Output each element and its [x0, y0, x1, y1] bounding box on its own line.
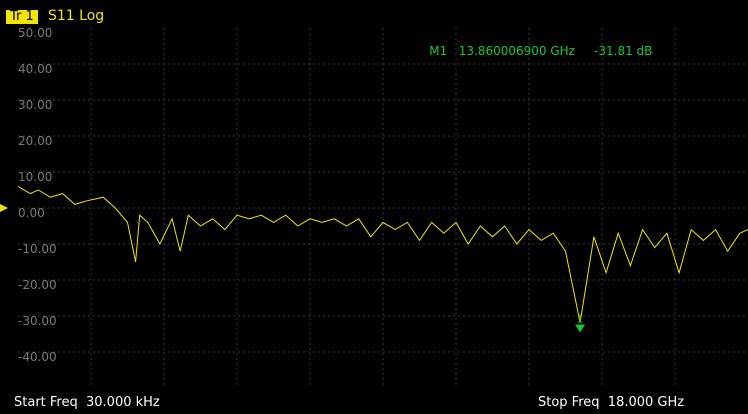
marker-value: -31.81 dB	[594, 44, 653, 58]
y-tick-label: 10.00	[18, 170, 53, 184]
y-tick-label: 20.00	[18, 134, 53, 148]
y-tick-label: 30.00	[18, 98, 53, 112]
footer-bar: Start Freq 30.000 kHz Stop Freq 18.000 G…	[0, 392, 748, 414]
trace-line-s11	[17, 185, 748, 323]
y-tick-label: 50.00	[18, 26, 53, 40]
y-tick-label: -10.00	[18, 242, 57, 256]
plot-svg: 1	[17, 28, 748, 388]
marker-triangle	[575, 324, 586, 333]
y-tick-label: 40.00	[18, 62, 53, 76]
marker-frequency: 13.860006900 GHz	[458, 44, 575, 58]
marker-label: 1	[577, 313, 584, 326]
start-frequency[interactable]: Start Freq 30.000 kHz	[14, 395, 160, 410]
y-tick-label: -40.00	[18, 350, 57, 364]
reference-level-arrow[interactable]	[0, 204, 8, 212]
trace-header: Tr 1 S11 Log	[0, 0, 748, 24]
trace-badge[interactable]: Tr 1	[6, 10, 38, 24]
trace-title[interactable]: S11 Log	[48, 8, 105, 24]
plot-area[interactable]: 1	[0, 24, 748, 392]
marker-name: M1	[429, 44, 448, 58]
marker-readout: M1 13.860006900 GHz -31.81 dB	[414, 30, 652, 72]
y-tick-label: -20.00	[18, 278, 57, 292]
stop-frequency[interactable]: Stop Freq 18.000 GHz	[538, 395, 685, 410]
y-tick-label: -30.00	[18, 314, 57, 328]
y-tick-label: 0.00	[18, 206, 45, 220]
